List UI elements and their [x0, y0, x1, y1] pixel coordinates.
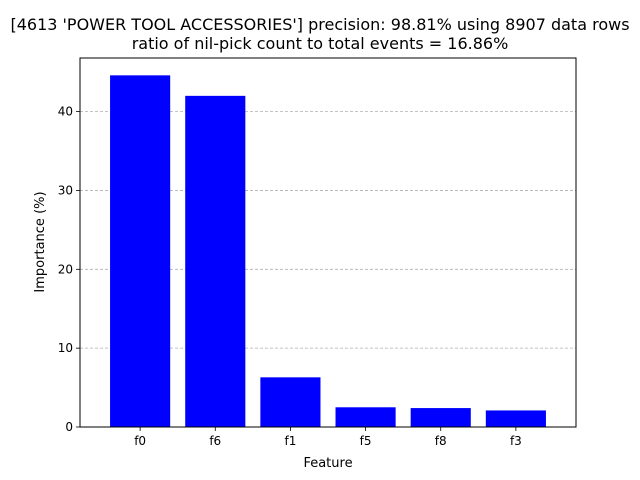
- chart-subtitle: ratio of nil-pick count to total events …: [132, 34, 509, 53]
- y-tick-label: 30: [58, 183, 73, 197]
- y-axis-label: Importance (%): [33, 191, 48, 292]
- x-axis-label: Feature: [303, 456, 352, 471]
- x-tick-label: f8: [435, 434, 447, 448]
- x-tick-label: f1: [284, 434, 296, 448]
- plot-frame: [79, 57, 577, 428]
- x-axis-ticks: f0 f6 f1 f5 f8 f3: [134, 427, 522, 448]
- x-tick-label: f0: [134, 434, 146, 448]
- bar-f0: [110, 75, 171, 427]
- y-tick-label: 10: [58, 341, 73, 355]
- y-tick-label: 20: [58, 262, 73, 276]
- y-axis-ticks: 0 10 20 30 40: [58, 105, 80, 434]
- bar-f3: [485, 410, 546, 427]
- bar-f6: [185, 95, 246, 427]
- bars: [110, 75, 546, 427]
- bar-f8: [410, 408, 471, 427]
- chart-title: [4613 'POWER TOOL ACCESSORIES'] precisio…: [10, 15, 629, 34]
- y-tick-label: 0: [65, 420, 73, 434]
- bar-f1: [260, 377, 321, 427]
- bar-f5: [335, 407, 396, 427]
- x-tick-label: f3: [510, 434, 522, 448]
- x-tick-label: f5: [360, 434, 372, 448]
- x-tick-label: f6: [209, 434, 221, 448]
- y-tick-label: 40: [58, 105, 73, 119]
